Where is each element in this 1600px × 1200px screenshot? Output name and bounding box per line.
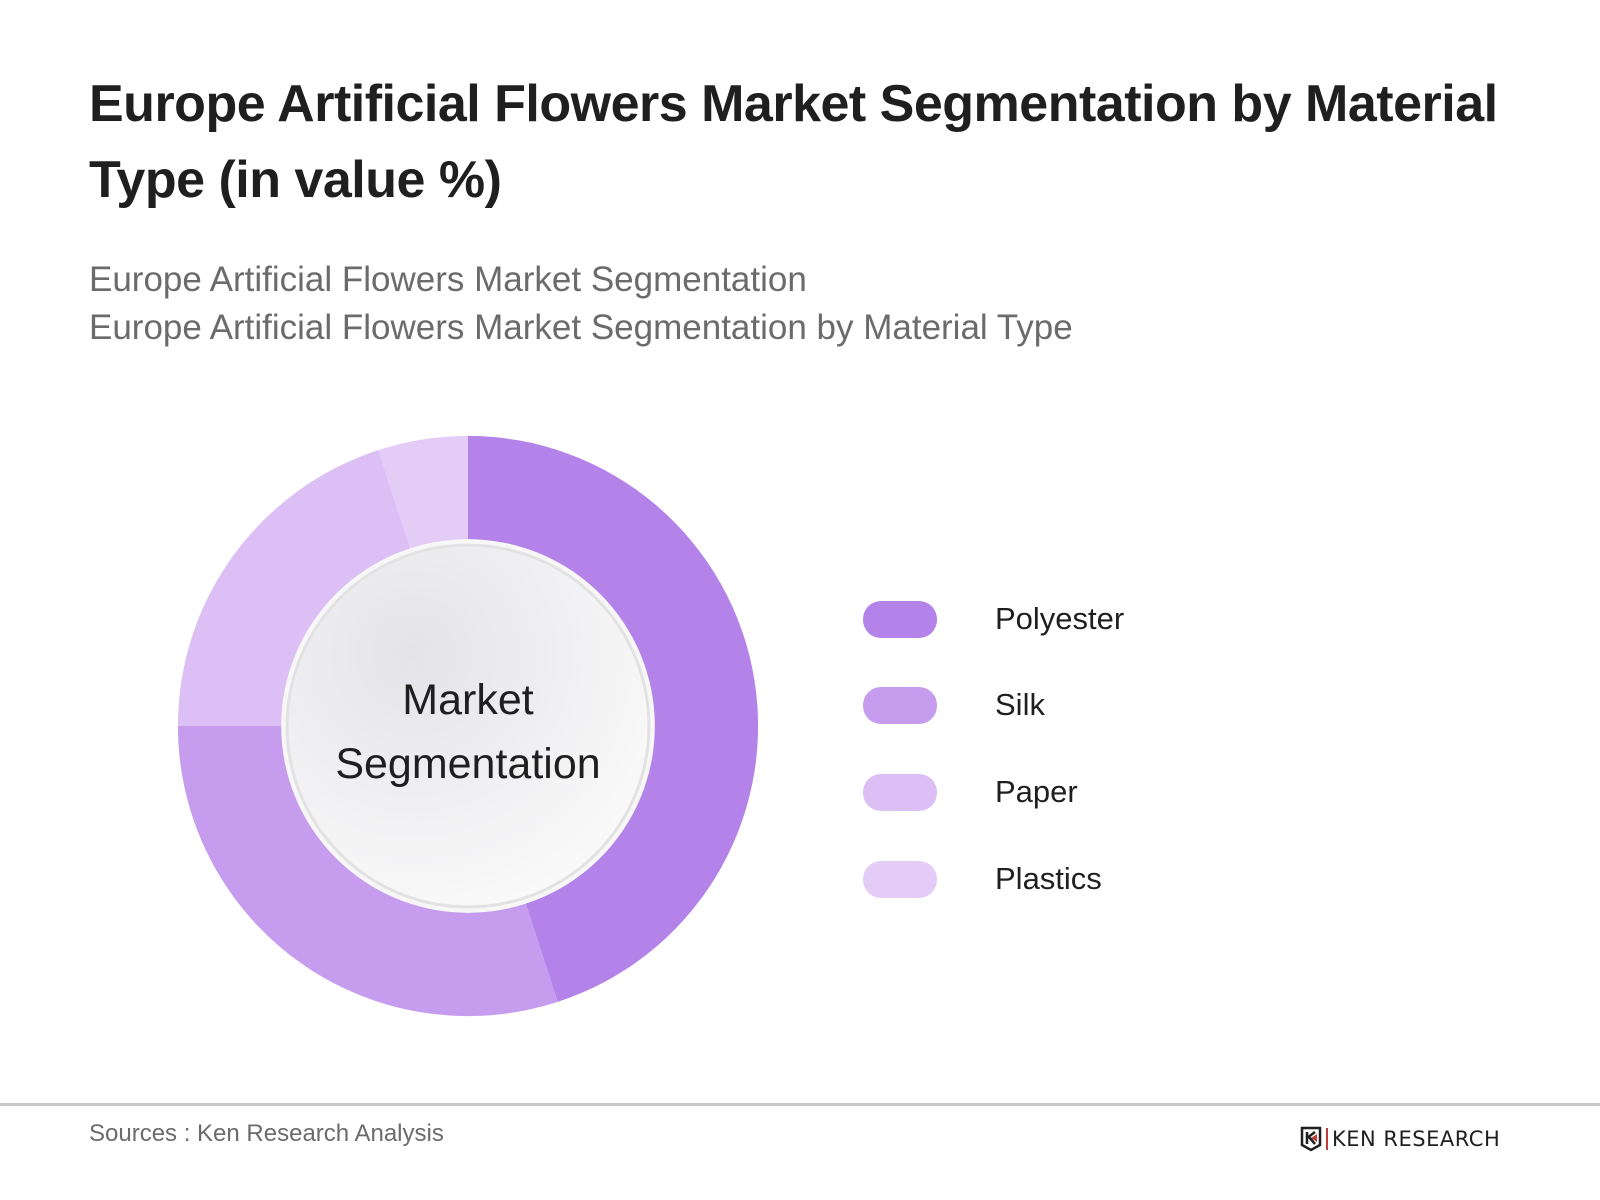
logo-separator <box>1326 1128 1328 1150</box>
ken-research-logo: KEN RESEARCH <box>1300 1126 1500 1152</box>
center-label-line-1: Market <box>402 676 534 724</box>
legend-swatch-plastics <box>863 861 937 898</box>
donut-center-label: Market Segmentation <box>318 668 618 796</box>
legend-swatch-silk <box>863 687 937 724</box>
legend-item-plastics: Plastics <box>863 861 1263 898</box>
sources-note: Sources : Ken Research Analysis <box>89 1120 444 1147</box>
footer-divider <box>0 1103 1600 1106</box>
donut-chart <box>177 435 759 1017</box>
legend-label-plastics: Plastics <box>995 861 1102 896</box>
chart-subtitle-line-2: Europe Artificial Flowers Market Segment… <box>89 308 1073 347</box>
legend-label-paper: Paper <box>995 774 1078 809</box>
legend-label-silk: Silk <box>995 687 1045 722</box>
donut-center <box>285 543 651 909</box>
chart-subtitle-line-1: Europe Artificial Flowers Market Segment… <box>89 260 807 299</box>
legend-item-paper: Paper <box>863 774 1263 811</box>
ken-research-logo-text: KEN RESEARCH <box>1332 1127 1501 1151</box>
ken-research-logo-icon <box>1300 1126 1322 1152</box>
legend-swatch-polyester <box>863 601 937 638</box>
legend-label-polyester: Polyester <box>995 601 1125 636</box>
chart-title: Europe Artificial Flowers Market Segment… <box>89 75 1498 209</box>
legend-item-silk: Silk <box>863 687 1263 724</box>
legend-item-polyester: Polyester <box>863 601 1263 638</box>
legend-swatch-paper <box>863 774 937 811</box>
center-label-line-2: Segmentation <box>335 740 601 788</box>
